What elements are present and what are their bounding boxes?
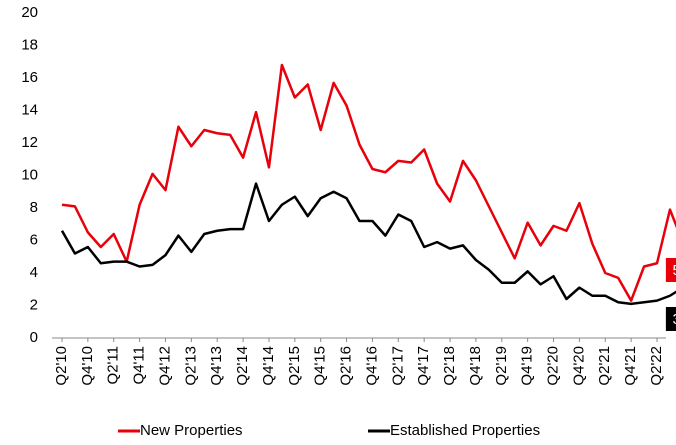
x-tick-label: Q2'21 xyxy=(596,346,613,386)
x-tick-label: Q2'16 xyxy=(338,346,355,386)
x-tick-label: Q4'13 xyxy=(208,346,225,386)
y-tick-label: 16 xyxy=(21,69,38,86)
y-tick-label: 4 xyxy=(30,264,38,281)
end-label-box xyxy=(665,307,676,331)
end-label-box xyxy=(665,258,676,282)
x-tick-label: Q2'11 xyxy=(105,346,122,384)
x-tick-label: Q2'15 xyxy=(286,346,303,386)
end-label: 3.1 xyxy=(672,311,676,328)
x-tick-label: Q4'15 xyxy=(312,346,329,386)
x-tick-label: Q2'22 xyxy=(648,346,665,386)
y-tick-label: 0 xyxy=(30,329,38,346)
x-tick-label: Q4'21 xyxy=(622,346,639,386)
x-tick-label: Q4'12 xyxy=(156,346,173,386)
legend-label: New Properties xyxy=(140,422,243,439)
x-tick-label: Q4'19 xyxy=(519,346,536,386)
y-tick-label: 20 xyxy=(21,4,38,21)
legend-label: Established Properties xyxy=(390,422,540,439)
y-tick-label: 6 xyxy=(30,231,38,248)
y-tick-label: 8 xyxy=(30,199,38,216)
x-tick-label: Q4'18 xyxy=(467,346,484,386)
y-tick-label: 12 xyxy=(21,134,38,151)
x-tick-label: Q2'10 xyxy=(53,346,70,386)
x-tick-label: Q4'16 xyxy=(363,346,380,386)
x-tick-label: Q4'17 xyxy=(415,346,432,386)
x-tick-label: Q2'17 xyxy=(389,346,406,386)
y-tick-label: 14 xyxy=(21,101,38,118)
x-tick-label: Q2'13 xyxy=(182,346,199,386)
x-tick-label: Q4'20 xyxy=(570,346,587,386)
x-tick-label: Q4'14 xyxy=(260,346,277,386)
y-tick-label: 2 xyxy=(30,296,38,313)
x-tick-label: Q2'18 xyxy=(441,346,458,386)
x-tick-label: Q4'10 xyxy=(79,346,96,386)
end-label: 5.9 xyxy=(672,262,676,279)
x-tick-label: Q2'19 xyxy=(493,346,510,386)
x-tick-label: Q4'11 xyxy=(131,346,148,384)
series-line xyxy=(60,182,676,306)
y-tick-label: 10 xyxy=(21,166,38,183)
x-tick-label: Q2'14 xyxy=(234,346,251,386)
x-tick-label: Q2'20 xyxy=(544,346,561,386)
y-tick-label: 18 xyxy=(21,36,38,53)
series-line xyxy=(61,63,676,302)
